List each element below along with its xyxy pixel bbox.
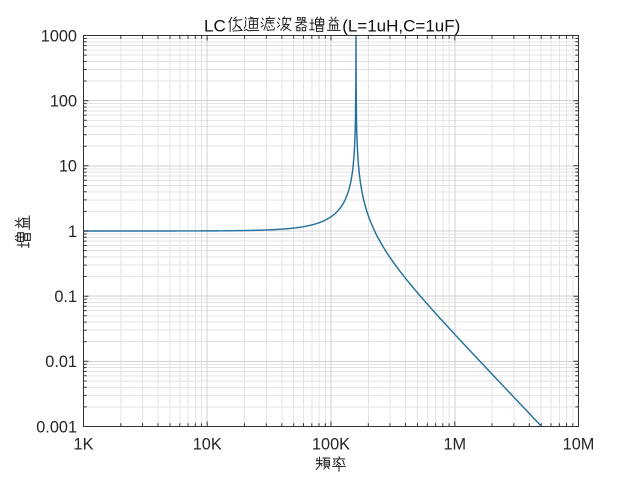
- svg-text:0.001: 0.001: [36, 418, 77, 436]
- svg-text:10: 10: [59, 158, 77, 176]
- svg-text:(L=1uH,C=1uF): (L=1uH,C=1uF): [342, 17, 460, 36]
- svg-text:100K: 100K: [312, 436, 350, 454]
- svg-text:0.1: 0.1: [54, 288, 77, 306]
- svg-text:0.01: 0.01: [45, 353, 77, 371]
- svg-text:1K: 1K: [74, 436, 94, 454]
- svg-text:1M: 1M: [443, 436, 466, 454]
- svg-text:10M: 10M: [563, 436, 595, 454]
- svg-text:10K: 10K: [193, 436, 222, 454]
- svg-text:1: 1: [68, 223, 77, 241]
- svg-text:100: 100: [50, 93, 77, 111]
- svg-text:LC: LC: [204, 17, 226, 36]
- svg-text:1000: 1000: [41, 27, 77, 45]
